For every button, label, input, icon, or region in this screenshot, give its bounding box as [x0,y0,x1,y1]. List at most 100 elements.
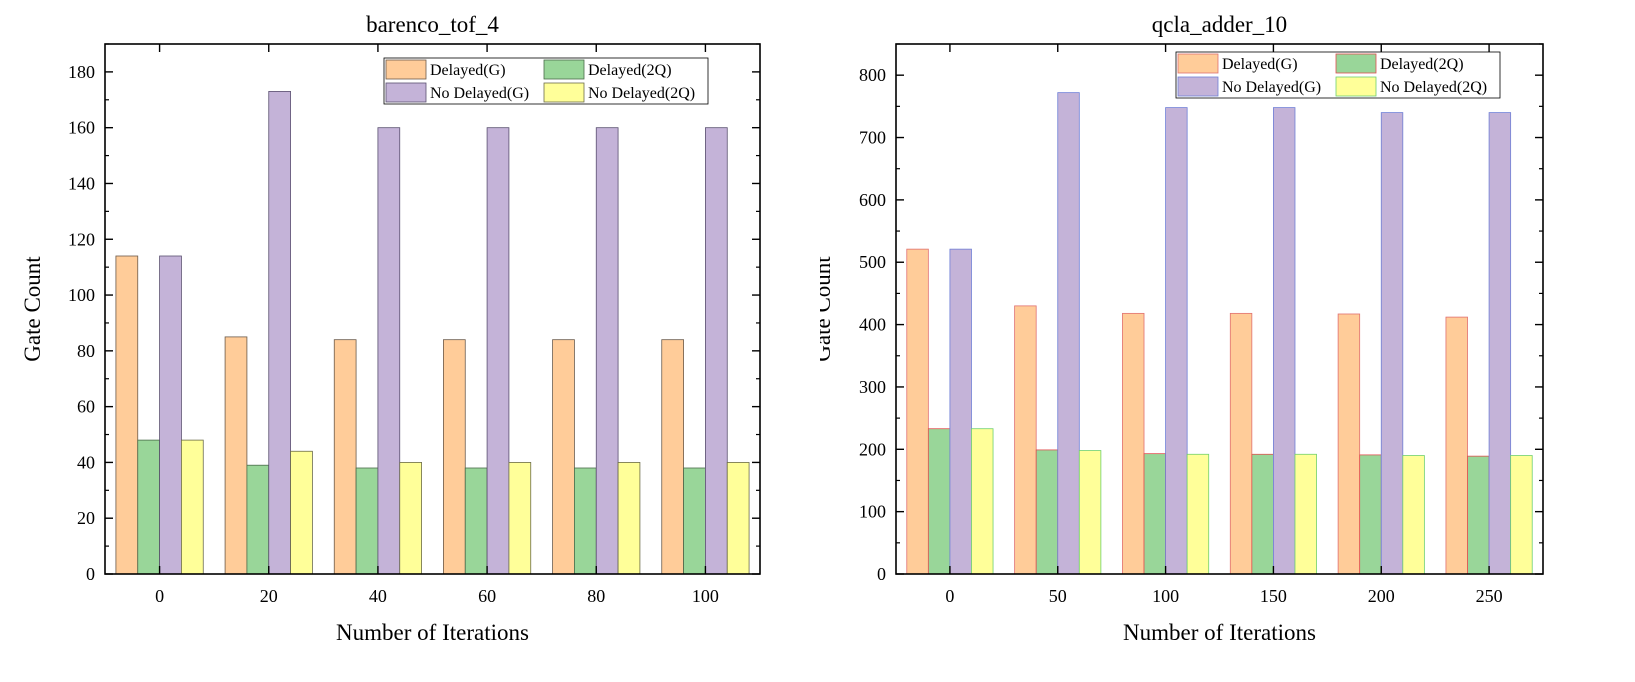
bar-2-60 [464,467,488,575]
bar-1-60 [443,339,466,575]
y-tick-label: 0 [86,564,95,584]
y-axis-label: Gate Count [820,256,835,362]
bar-3-150 [1273,107,1296,575]
legend-label: Delayed(G) [1222,56,1298,73]
legend-swatch [543,82,585,103]
x-tick-label: 80 [587,586,605,606]
bar-3-50 [1057,92,1080,575]
bar-4-60 [508,462,532,575]
y-tick-label: 400 [859,315,886,335]
y-axis-label: Gate Count [20,256,45,362]
chart-title: barenco_tof_4 [366,12,499,37]
bar-2-80 [574,467,597,575]
x-axis-label: Number of Iterations [336,620,529,645]
x-tick-label: 20 [260,586,278,606]
bar-3-60 [486,127,510,575]
bar-4-0 [971,428,994,575]
bar-3-20 [268,91,291,575]
x-axis-label: Number of Iterations [1123,620,1316,645]
x-tick-label: 200 [1368,586,1395,606]
x-tick-label: 100 [1152,586,1179,606]
bar-4-100 [1186,453,1210,575]
bar-4-0 [181,439,204,575]
y-tick-label: 300 [859,377,886,397]
bar-1-80 [552,339,575,575]
bar-2-150 [1251,453,1274,575]
y-tick-label: 160 [68,118,95,138]
legend-swatch [385,82,427,103]
bar-1-100 [1122,312,1145,575]
legend-swatch [1335,76,1377,97]
plot-frame [104,43,761,575]
legend-swatch [1177,76,1219,97]
bar-2-250 [1467,455,1490,575]
legend-label: Delayed(2Q) [588,62,672,79]
y-tick-label: 60 [77,397,95,417]
bar-3-250 [1488,112,1512,575]
chart-barenco-tof-4: barenco_tof_4 0 20 40 60 80 100 120 140 160 180 0 20… [0,0,810,682]
bar-2-50 [1035,449,1059,575]
bar-4-250 [1510,455,1533,575]
bar-3-100 [705,127,728,575]
bar-1-150 [1229,312,1253,575]
chart-qcla-adder-10: qcla_adder_10 0 100 200 300 400 500 600 700 800 0 5… [820,0,1635,682]
bar-3-100 [1165,107,1188,575]
chart-svg: barenco_tof_4 0 20 40 60 80 100 120 140 160 180 0 20… [20,12,761,645]
legend-label: Delayed(2Q) [1380,56,1464,73]
x-tick-label: 0 [155,586,164,606]
y-tick-label: 20 [77,508,95,528]
y-tick-label: 100 [859,502,886,522]
y-tick-label: 800 [859,65,886,85]
bar-2-0 [927,428,951,575]
bar-1-200 [1337,313,1361,575]
y-tick-label: 40 [77,452,95,472]
bar-1-20 [224,336,248,575]
x-tick-label: 50 [1049,586,1067,606]
bar-4-150 [1294,453,1317,575]
plot-frame [895,43,1544,575]
chart-svg: qcla_adder_10 0 100 200 300 400 500 600 700 800 0 5… [820,12,1544,645]
y-tick-label: 80 [77,341,95,361]
bar-2-0 [137,439,160,575]
y-tick-label: 700 [859,128,886,148]
y-tick-label: 200 [859,439,886,459]
bar-1-50 [1014,305,1037,575]
bar-3-0 [949,248,972,575]
bar-3-80 [595,127,619,575]
bar-1-100 [661,339,684,575]
chart-title: qcla_adder_10 [1152,12,1287,37]
x-tick-label: 0 [945,586,954,606]
y-tick-label: 120 [68,229,95,249]
x-tick-label: 60 [478,586,496,606]
x-tick-label: 250 [1476,586,1503,606]
bar-4-40 [399,462,422,575]
legend-label: No Delayed(G) [1222,79,1321,96]
legend-swatch [385,59,427,80]
legend-label: Delayed(G) [430,62,506,79]
legend-label: No Delayed(G) [430,85,529,102]
legend-label: No Delayed(2Q) [588,85,695,102]
bar-2-20 [246,464,270,575]
bar-2-40 [355,467,379,575]
bar-2-100 [1143,453,1166,575]
bar-1-40 [333,339,357,575]
legend-label: No Delayed(2Q) [1380,79,1487,96]
legend-swatch [543,59,585,80]
bar-2-100 [683,467,706,575]
y-tick-label: 600 [859,190,886,210]
bar-2-200 [1359,454,1382,575]
y-tick-label: 0 [877,564,886,584]
legend-swatch [1177,53,1219,74]
bar-4-100 [726,462,750,575]
legend-swatch [1335,53,1377,74]
bar-3-40 [377,127,401,575]
y-tick-label: 180 [68,62,95,82]
bar-1-0 [906,248,929,575]
bar-3-200 [1380,112,1404,575]
bar-1-0 [115,255,139,575]
y-tick-label: 500 [859,252,886,272]
bar-4-50 [1078,450,1102,575]
y-tick-label: 100 [68,285,95,305]
bar-3-0 [159,255,182,575]
x-tick-label: 40 [369,586,387,606]
